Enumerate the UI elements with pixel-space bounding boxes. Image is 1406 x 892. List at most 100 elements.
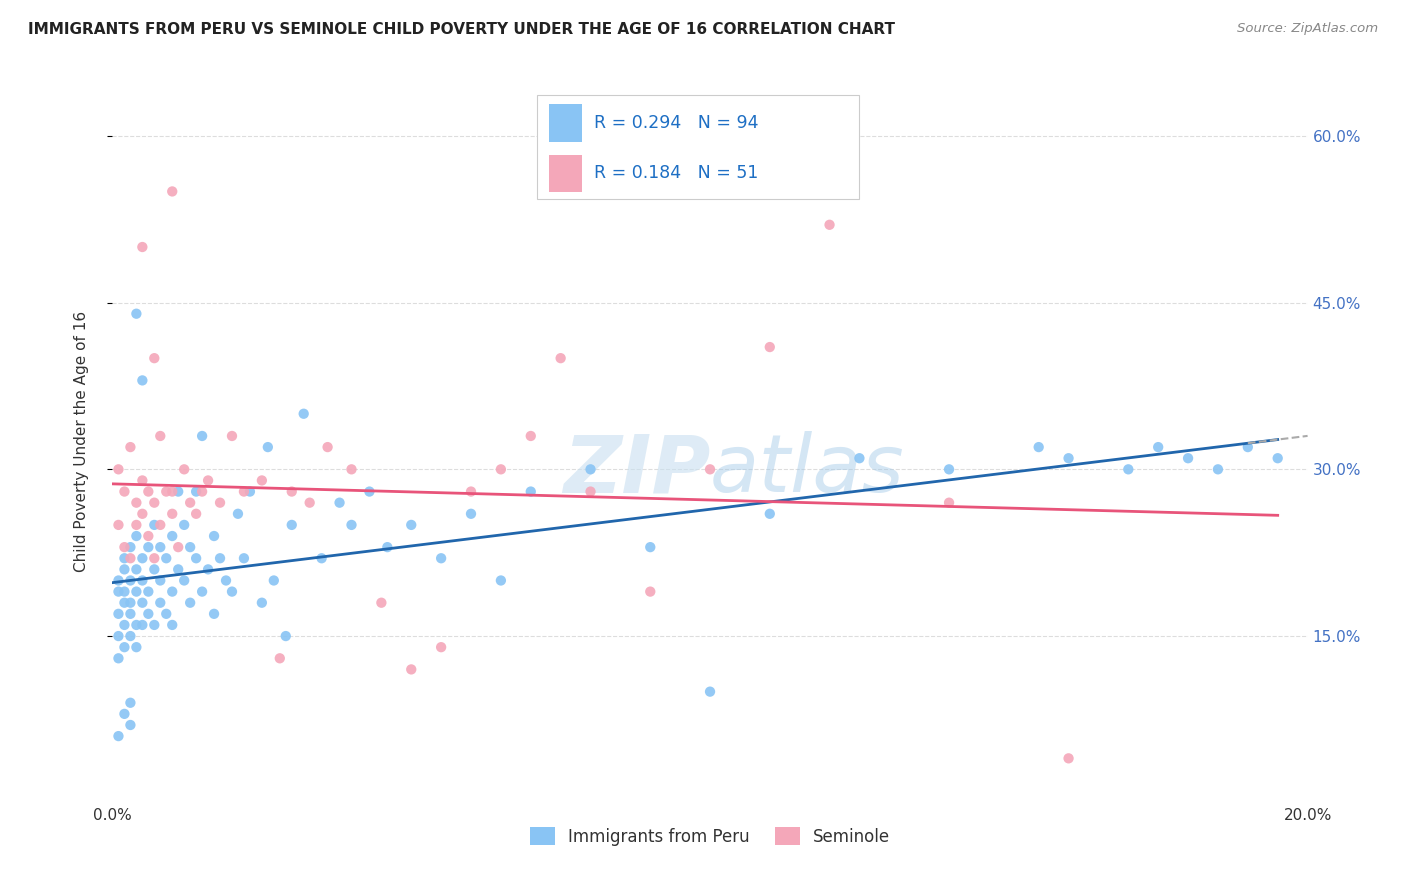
Point — [120, 607, 142, 621]
Point — [143, 496, 166, 510]
Point — [1057, 751, 1080, 765]
Point — [162, 584, 183, 599]
Point — [179, 540, 201, 554]
Point — [120, 696, 142, 710]
Point — [162, 529, 183, 543]
Point — [162, 484, 183, 499]
Point — [209, 551, 232, 566]
Point — [550, 351, 572, 366]
Point — [292, 407, 315, 421]
Point — [125, 496, 148, 510]
Point — [120, 551, 142, 566]
Point — [191, 484, 214, 499]
Point — [107, 462, 129, 476]
Point — [107, 651, 129, 665]
Point — [191, 584, 214, 599]
Point — [340, 462, 363, 476]
Point — [340, 517, 363, 532]
Point — [149, 540, 172, 554]
Point — [138, 584, 160, 599]
Point — [167, 484, 190, 499]
Point — [1057, 451, 1080, 466]
Point — [226, 507, 249, 521]
Point — [107, 517, 129, 532]
Text: R = 0.184   N = 51: R = 0.184 N = 51 — [595, 164, 758, 183]
Point — [520, 429, 543, 443]
Point — [143, 551, 166, 566]
Point — [131, 373, 153, 387]
Point — [143, 562, 166, 576]
Point — [143, 517, 166, 532]
Point — [401, 662, 423, 676]
Point — [107, 729, 129, 743]
Bar — [548, 104, 582, 142]
Point — [233, 551, 256, 566]
Point — [138, 540, 160, 554]
Point — [179, 496, 201, 510]
Point — [167, 562, 190, 576]
Point — [114, 596, 135, 610]
Point — [579, 484, 602, 499]
Point — [114, 618, 135, 632]
Point — [107, 607, 129, 621]
Point — [125, 529, 148, 543]
Point — [1177, 451, 1199, 466]
Point — [138, 484, 160, 499]
Point — [460, 507, 482, 521]
Point — [311, 551, 333, 566]
Point — [191, 429, 214, 443]
Point — [298, 496, 321, 510]
Point — [239, 484, 262, 499]
Point — [359, 484, 381, 499]
Point — [281, 484, 304, 499]
Point — [155, 607, 177, 621]
Point — [257, 440, 280, 454]
Point — [699, 684, 721, 698]
Point — [120, 596, 142, 610]
Point — [125, 618, 148, 632]
Point — [131, 574, 153, 588]
Point — [430, 640, 453, 655]
Point — [430, 551, 453, 566]
Point — [162, 507, 183, 521]
Point — [131, 474, 153, 488]
Point — [233, 484, 256, 499]
Point — [202, 607, 225, 621]
Point — [120, 574, 142, 588]
Point — [186, 484, 208, 499]
Point — [1237, 440, 1260, 454]
Point — [640, 540, 662, 554]
Point — [250, 474, 273, 488]
Point — [370, 596, 392, 610]
Point — [250, 596, 273, 610]
Point — [131, 596, 153, 610]
Point — [186, 507, 208, 521]
Point — [155, 484, 177, 499]
Point — [131, 507, 153, 521]
Point — [489, 462, 512, 476]
Point — [197, 474, 219, 488]
Point — [640, 584, 662, 599]
Point — [1267, 451, 1289, 466]
Point — [938, 496, 960, 510]
Point — [179, 596, 201, 610]
Point — [107, 629, 129, 643]
Point — [143, 618, 166, 632]
Point — [173, 517, 195, 532]
Point — [269, 651, 291, 665]
Point — [202, 529, 225, 543]
Point — [125, 584, 148, 599]
Point — [114, 551, 135, 566]
Point — [329, 496, 352, 510]
Point — [173, 462, 195, 476]
Point — [316, 440, 339, 454]
Point — [848, 451, 870, 466]
Point — [149, 574, 172, 588]
Point — [186, 551, 208, 566]
Point — [209, 496, 232, 510]
Y-axis label: Child Poverty Under the Age of 16: Child Poverty Under the Age of 16 — [75, 311, 89, 572]
Text: atlas: atlas — [710, 432, 905, 509]
Point — [274, 629, 297, 643]
Point — [114, 540, 135, 554]
Point — [149, 596, 172, 610]
